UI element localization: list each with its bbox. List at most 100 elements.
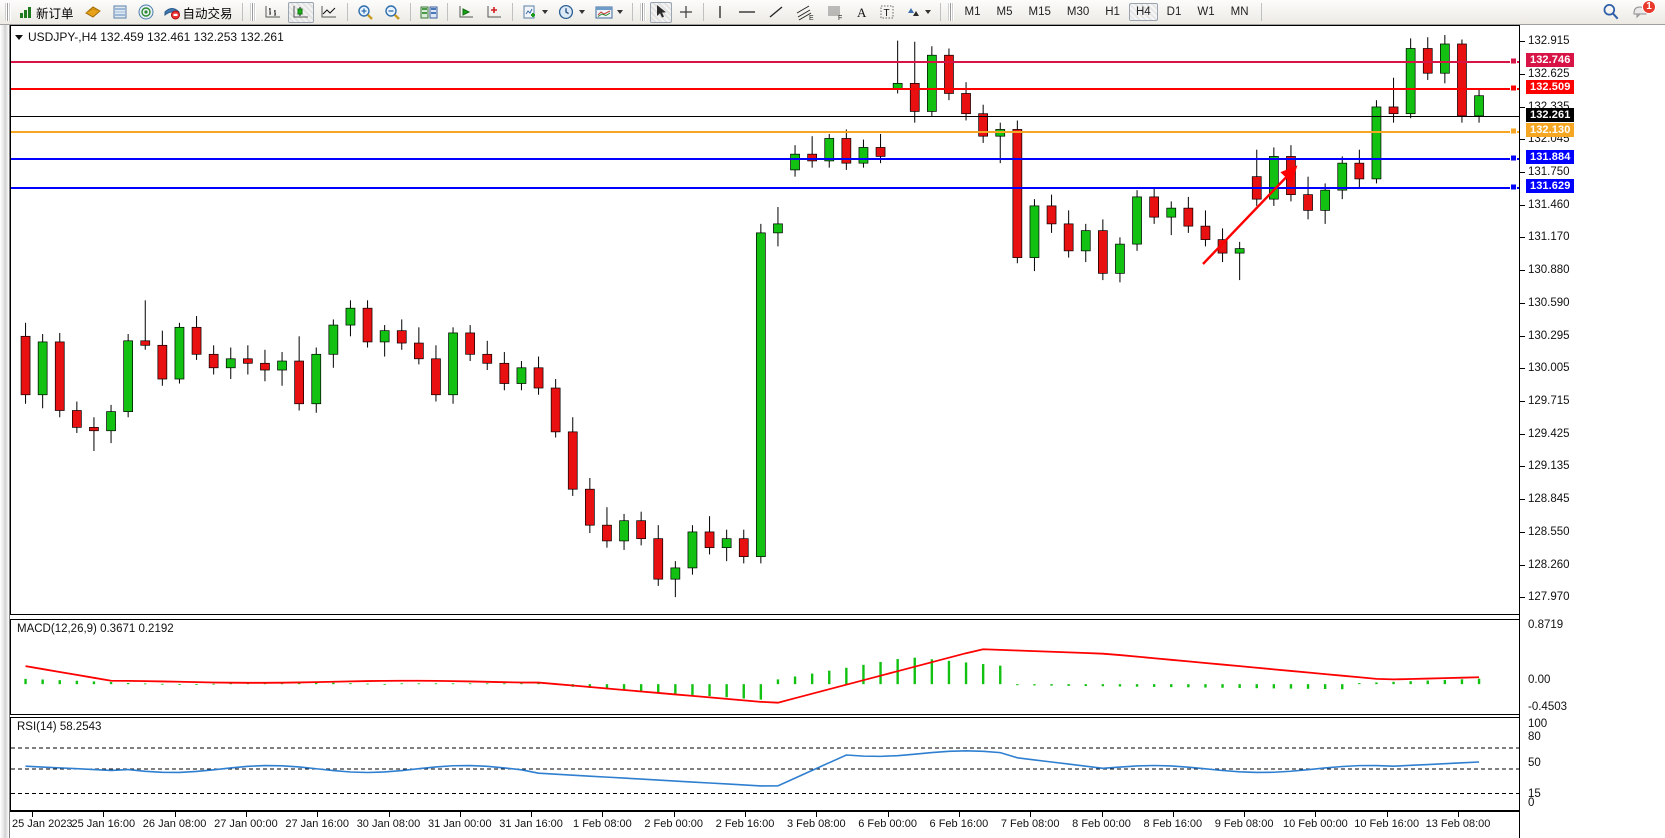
macd-histogram-bar <box>486 683 489 685</box>
text-label-button[interactable]: T <box>875 2 899 23</box>
periods-button[interactable] <box>554 2 589 23</box>
expert-advisors-button[interactable] <box>80 2 106 23</box>
pivot-line[interactable] <box>11 130 1519 133</box>
toolbar-grip-3[interactable] <box>639 3 646 21</box>
macd-histogram-bar <box>1341 684 1344 690</box>
indicators-button[interactable] <box>518 2 552 23</box>
support-line-2-anchor[interactable] <box>1510 183 1517 191</box>
fibonacci-icon: F <box>827 6 842 21</box>
resistance-line-1[interactable] <box>11 61 1519 64</box>
chart-window-scrollbar[interactable] <box>0 25 10 838</box>
objects-button[interactable] <box>901 2 935 23</box>
rsi-tick-label: 50 <box>1528 757 1541 769</box>
price-chart-panel[interactable]: USDJPY-,H4 132.459 132.461 132.253 132.2… <box>10 25 1520 615</box>
symbol-dropdown-caret[interactable] <box>15 34 23 40</box>
cursor-button[interactable] <box>649 1 672 23</box>
price-scale[interactable]: 132.915 132.625 132.335 132.045 131.750 131.4… <box>1519 25 1665 838</box>
toolbar-grip-2[interactable] <box>249 3 256 21</box>
zoom-out-button[interactable] <box>380 2 405 23</box>
alerts-button[interactable]: 1 <box>1627 0 1659 23</box>
crosshair-button[interactable] <box>674 2 698 23</box>
candle-body <box>174 326 185 380</box>
text-button[interactable]: A <box>851 2 873 23</box>
timeframe-h4[interactable]: H4 <box>1128 3 1158 21</box>
timeframe-m15[interactable]: M15 <box>1028 6 1051 18</box>
svg-text:T: T <box>883 8 889 19</box>
support-line-1[interactable] <box>11 158 1519 161</box>
templates-button[interactable] <box>591 2 627 23</box>
candle-body <box>1354 162 1365 180</box>
toolbar-separator-3 <box>409 3 411 21</box>
line-chart-button[interactable] <box>316 2 342 23</box>
indicators-dropdown-caret[interactable] <box>541 10 548 14</box>
macd-histogram-bar <box>1306 684 1310 689</box>
data-window-button[interactable] <box>108 2 132 23</box>
timeframe-m1[interactable]: M1 <box>964 6 981 18</box>
timeframe-m30[interactable]: M30 <box>1066 6 1090 18</box>
macd-histogram-bar <box>1426 680 1429 685</box>
macd-histogram-bar <box>605 684 609 690</box>
templates-dropdown-caret[interactable] <box>616 10 623 14</box>
rsi-panel[interactable]: RSI(14) 58.2543 <box>10 717 1520 811</box>
chart-area[interactable]: USDJPY-,H4 132.459 132.461 132.253 132.2… <box>0 25 1665 838</box>
price-tick <box>1520 532 1525 534</box>
vertical-line-button[interactable] <box>709 2 731 23</box>
candle-body <box>1046 205 1057 225</box>
bar-chart-button[interactable] <box>260 2 286 23</box>
resistance-line-1-anchor[interactable] <box>1510 57 1517 65</box>
search-button[interactable] <box>1597 2 1625 23</box>
auto-trading-button[interactable]: 自动交易 <box>160 2 237 23</box>
zoom-in-button[interactable] <box>353 2 378 23</box>
current-price-line[interactable] <box>11 115 1519 117</box>
support-line-2[interactable] <box>11 186 1519 189</box>
macd-panel[interactable]: MACD(12,26,9) 0.3671 0.2192 <box>10 619 1520 715</box>
toolbar-grip-4[interactable] <box>947 3 954 21</box>
toolbar-separator-7 <box>702 3 704 21</box>
periods-dropdown-caret[interactable] <box>578 10 585 14</box>
auto-scroll-button[interactable] <box>481 2 507 23</box>
trendline-button[interactable] <box>763 2 789 23</box>
candle-body <box>773 223 783 234</box>
candle-body <box>1457 43 1467 117</box>
resistance-line-2-anchor[interactable] <box>1510 84 1517 92</box>
symbol-header-text: USDJPY-,H4 132.459 132.461 132.253 132.2… <box>28 30 284 44</box>
candle-body <box>995 129 1006 137</box>
text-label-icon: T <box>880 5 894 19</box>
candle-body <box>926 54 937 112</box>
timeframe-mn[interactable]: MN <box>1230 6 1249 18</box>
time-tick-label: 13 Feb 08:00 <box>1425 818 1491 830</box>
timeframe-m5[interactable]: M5 <box>996 6 1013 18</box>
toolbar-grip-1[interactable] <box>5 3 11 21</box>
timeframe-d1[interactable]: D1 <box>1166 6 1182 18</box>
up-arrow-annotation[interactable] <box>1191 156 1311 276</box>
time-tick-label: 9 Feb 08:00 <box>1214 818 1274 830</box>
time-tick <box>531 812 533 817</box>
pivot-line-anchor[interactable] <box>1510 127 1517 135</box>
support-line-1-anchor[interactable] <box>1510 154 1517 162</box>
horizontal-line-button[interactable] <box>733 2 761 23</box>
price-tick <box>1520 597 1525 599</box>
macd-histogram-bar <box>468 683 472 685</box>
candle-body <box>721 538 732 549</box>
candle-body <box>311 353 322 405</box>
candle-body <box>824 138 835 162</box>
equidistant-channel-button[interactable]: E <box>791 2 819 23</box>
candle-body <box>1200 225 1211 240</box>
macd-histogram-bar <box>332 682 335 685</box>
candlestick-chart-button[interactable] <box>287 1 314 23</box>
resistance-line-2[interactable] <box>11 87 1519 90</box>
timeframe-h1[interactable]: H1 <box>1105 6 1120 18</box>
price-tick <box>1520 433 1525 435</box>
time-scale[interactable]: 25 Jan 2023 25 Jan 16:00 26 Jan 08:00 27 Ja… <box>10 811 1519 838</box>
macd-histogram-bar <box>708 684 711 697</box>
timeframe-w1[interactable]: W1 <box>1197 6 1215 18</box>
shift-end-button[interactable] <box>453 2 479 23</box>
tile-windows-button[interactable] <box>416 2 442 23</box>
objects-dropdown-caret[interactable] <box>924 10 931 14</box>
new-order-button[interactable]: 新订单 <box>15 2 78 23</box>
fibonacci-button[interactable]: F <box>821 2 849 23</box>
support-line-1-label: 131.884 <box>1526 150 1575 165</box>
macd-histogram-bar <box>862 664 865 685</box>
candle-body <box>738 538 749 558</box>
signals-button[interactable] <box>134 2 158 23</box>
